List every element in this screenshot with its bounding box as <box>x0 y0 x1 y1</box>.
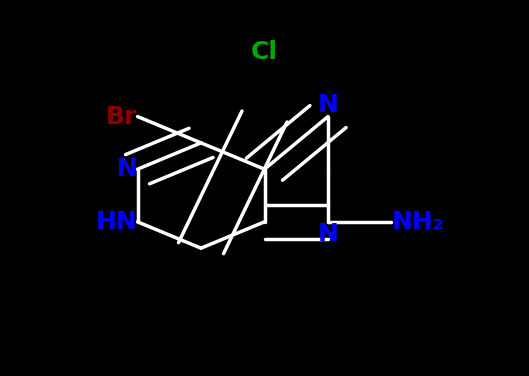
Text: N: N <box>317 222 339 246</box>
Text: N: N <box>117 157 138 181</box>
Text: N: N <box>317 92 339 117</box>
Text: HN: HN <box>96 210 138 234</box>
Text: NH₂: NH₂ <box>391 210 444 234</box>
Text: Br: Br <box>106 105 138 129</box>
Text: Cl: Cl <box>251 40 278 64</box>
